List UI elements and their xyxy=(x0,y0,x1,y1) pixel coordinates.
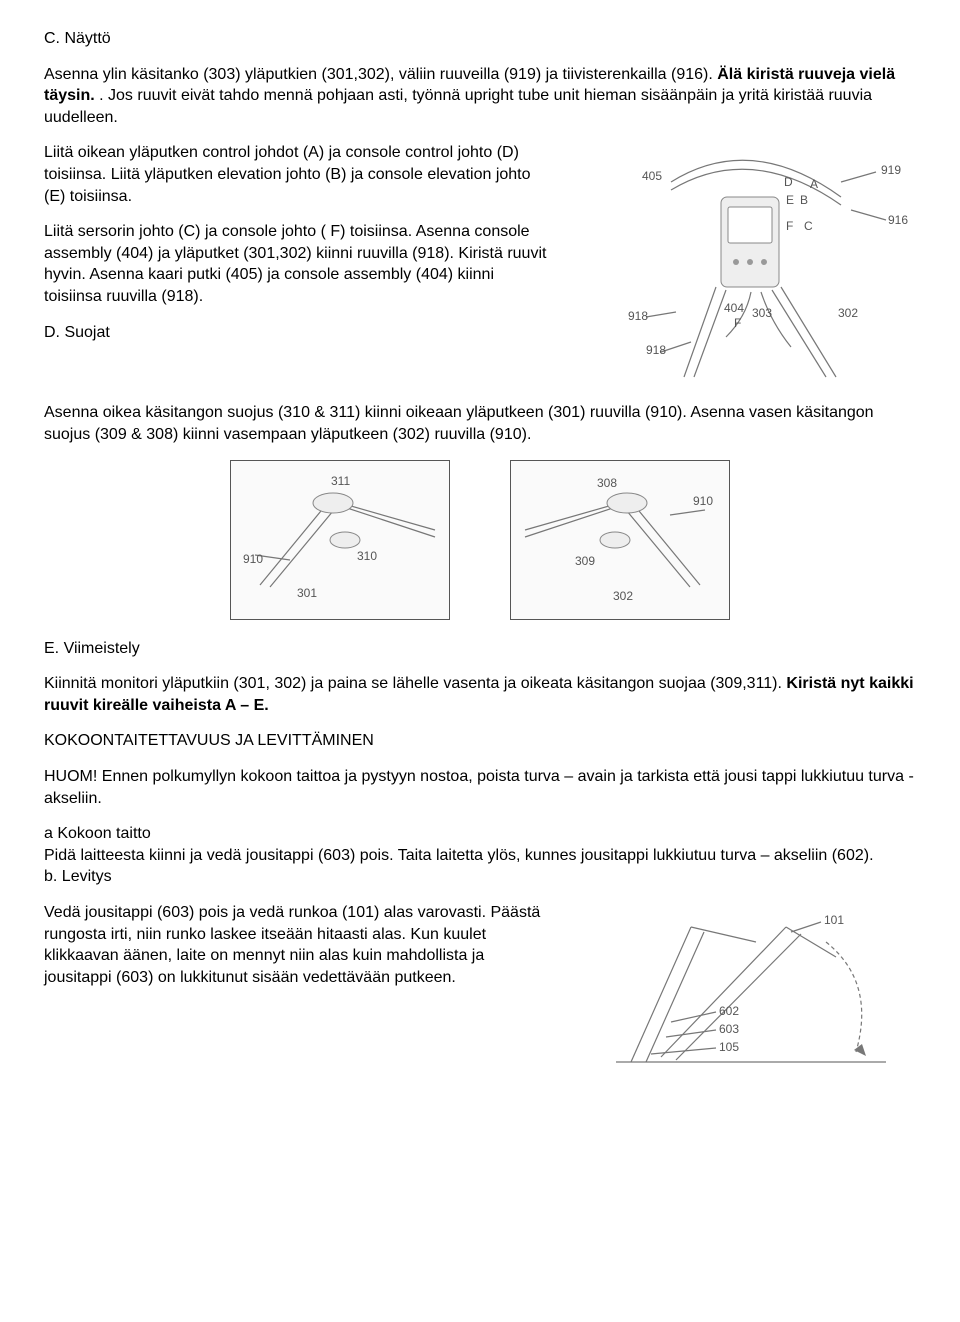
fig-c-label: 404 xyxy=(724,301,744,315)
fig-c-label: D xyxy=(784,175,793,189)
fig-c-label: A xyxy=(810,177,818,191)
section-c-p2: Liitä oikean yläputken control johdot (A… xyxy=(44,142,556,207)
fold-a: a Kokoon taitto Pidä laitteesta kiinni j… xyxy=(44,823,916,888)
figure-d-right-cover: 311 310 910 301 xyxy=(230,460,450,620)
fig-c-label: 302 xyxy=(838,306,858,320)
fig-d2-label: 302 xyxy=(613,589,633,603)
fig-c-label: 405 xyxy=(642,169,662,183)
e-p1-a: Kiinnitä monitori yläputkiin (301, 302) … xyxy=(44,675,786,692)
section-e-title: E. Viimeistely xyxy=(44,638,916,660)
fig-fold-label: 603 xyxy=(719,1022,739,1036)
fig-c-label: B xyxy=(800,193,808,207)
fig-c-label: 918 xyxy=(646,343,666,357)
fold-b-body: Vedä jousitappi (603) pois ja vedä runko… xyxy=(44,902,556,988)
section-e-p1: Kiinnitä monitori yläputkiin (301, 302) … xyxy=(44,673,916,716)
fig-c-label: C xyxy=(804,219,813,233)
fig-c-label: E xyxy=(786,193,794,207)
fig-d1-label: 310 xyxy=(357,549,377,563)
c-p1-a: Asenna ylin käsitanko (303) yläputkien (… xyxy=(44,66,717,83)
fold-title: KOKOONTAITETTAVUUS JA LEVITTÄMINEN xyxy=(44,730,916,752)
fig-c-label: 918 xyxy=(628,309,648,323)
fig-d1-label: 311 xyxy=(331,474,350,488)
section-c-title: C. Näyttö xyxy=(44,28,916,50)
fig-fold-label: 101 xyxy=(824,913,844,927)
fig-d2-label: 910 xyxy=(693,494,713,508)
figure-d-left-cover: 308 910 309 302 xyxy=(510,460,730,620)
figure-fold: 101 602 603 105 xyxy=(576,902,916,1082)
fig-fold-label: 105 xyxy=(719,1040,739,1054)
section-c-p3: Liitä sersorin johto (C) ja console joht… xyxy=(44,221,556,307)
fig-c-label: F xyxy=(786,219,793,233)
fig-d2-label: 308 xyxy=(597,476,617,490)
fig-c-label: 919 xyxy=(881,163,901,177)
section-c-p1: Asenna ylin käsitanko (303) yläputkien (… xyxy=(44,64,916,129)
fig-c-label: F xyxy=(734,316,741,330)
fold-b-title: b. Levitys xyxy=(44,868,112,885)
section-d-p1: Asenna oikea käsitangon suojus (310 & 31… xyxy=(44,402,916,445)
fig-fold-label: 602 xyxy=(719,1004,739,1018)
fig-c-label: 916 xyxy=(888,213,908,227)
fig-d1-label: 910 xyxy=(243,552,263,566)
fold-a-body: Pidä laitteesta kiinni ja vedä jousitapp… xyxy=(44,847,874,864)
fig-c-label: 303 xyxy=(752,306,772,320)
figure-c-console: 405 D A 919 E B F C 916 918 404 303 302 … xyxy=(576,142,916,402)
fold-warn: HUOM! Ennen polkumyllyn kokoon taittoa j… xyxy=(44,766,916,809)
c-p1-tail: . Jos ruuvit eivät tahdo mennä pohjaan a… xyxy=(44,87,872,126)
section-d-title: D. Suojat xyxy=(44,322,556,344)
fold-a-title: a Kokoon taitto xyxy=(44,825,151,842)
fig-d1-label: 301 xyxy=(297,586,317,600)
fig-d2-label: 309 xyxy=(575,554,595,568)
